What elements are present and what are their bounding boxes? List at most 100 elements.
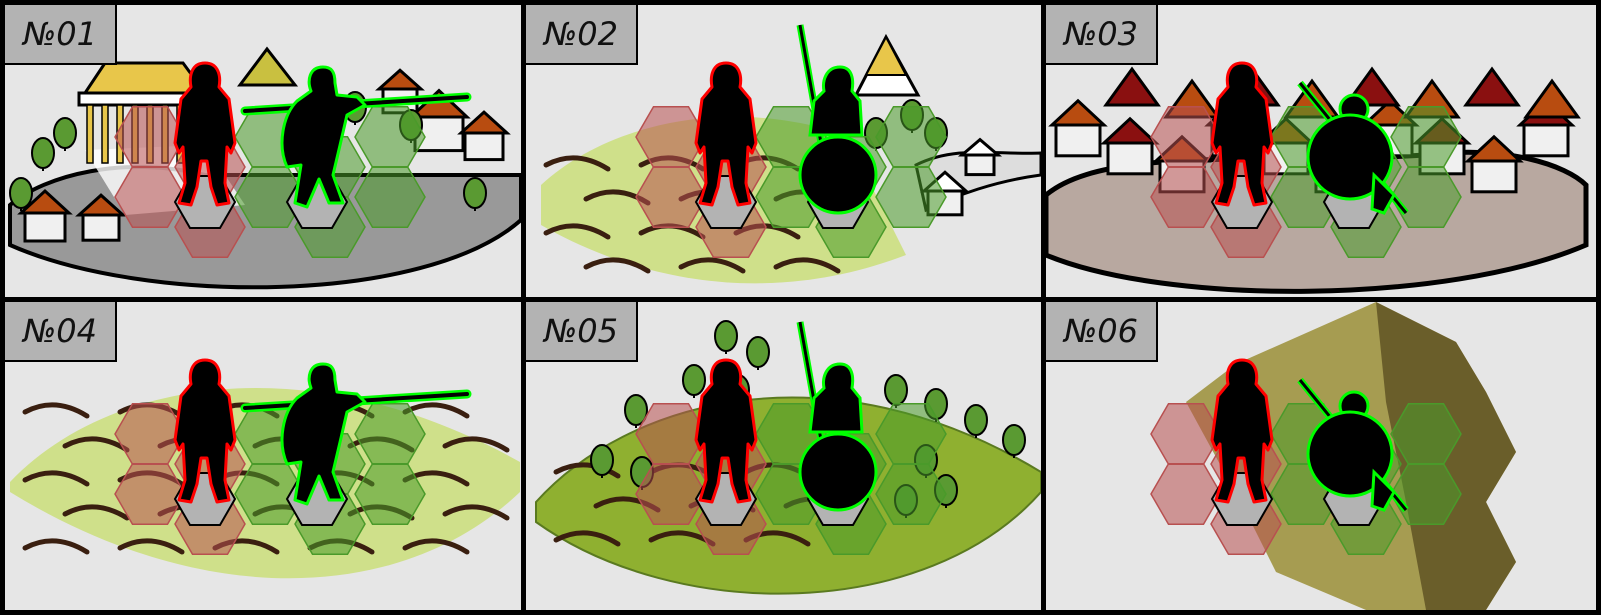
tower-roof: [237, 46, 299, 87]
house-wall: [1106, 141, 1154, 176]
red-hex-tile[interactable]: [1150, 165, 1222, 229]
panel-4[interactable]: №04: [5, 302, 521, 610]
tree-icon: [463, 177, 487, 209]
tree-icon: [964, 404, 988, 436]
green-hex-tile[interactable]: [354, 165, 426, 229]
red-soldier-silhouette: [173, 61, 237, 207]
temple-column: [101, 104, 109, 164]
scene-fields-village: [541, 24, 1041, 284]
furrow: [553, 530, 621, 547]
house-roof: [1048, 98, 1108, 127]
panel-label: №05: [526, 302, 638, 362]
furrow: [22, 470, 90, 487]
house-wall: [23, 211, 67, 243]
defender-unit[interactable]: [1297, 80, 1409, 216]
round-shield: [798, 135, 878, 215]
attacker-unit[interactable]: [173, 61, 237, 207]
attacker-unit[interactable]: [694, 358, 758, 504]
furrow: [543, 223, 611, 240]
house-wall: [463, 131, 505, 162]
furrow: [543, 155, 611, 172]
tree-icon: [590, 444, 614, 476]
furrow: [678, 257, 746, 274]
spearman-silhouette: [280, 362, 367, 506]
tree-icon: [53, 117, 77, 149]
house-wall: [964, 153, 996, 177]
spearman-silhouette: [280, 65, 367, 209]
city-roof: [1463, 66, 1521, 107]
tree-icon: [714, 320, 738, 352]
panel-6[interactable]: №06: [1046, 302, 1596, 610]
house-roof: [75, 193, 127, 217]
city-roof: [1523, 78, 1581, 119]
furrow: [442, 504, 510, 521]
tree-icon: [1002, 424, 1026, 456]
defender-unit[interactable]: [240, 362, 472, 506]
furrow: [442, 436, 510, 453]
temple-column: [86, 104, 94, 164]
panel-label: №03: [1046, 5, 1158, 65]
red-hex-tile[interactable]: [635, 165, 707, 229]
round-shield: [798, 432, 878, 512]
tree-icon: [9, 177, 33, 209]
attacker-unit[interactable]: [173, 358, 237, 504]
furrow: [583, 257, 651, 274]
green-hex-tile[interactable]: [875, 462, 947, 526]
panel-5[interactable]: №05: [526, 302, 1041, 610]
attacker-unit[interactable]: [1210, 61, 1274, 207]
house-roof: [957, 137, 1003, 157]
city-roof: [1103, 66, 1161, 107]
panel-2[interactable]: №02: [526, 5, 1041, 297]
scene-town: [8, 46, 521, 290]
red-soldier-silhouette: [1210, 61, 1274, 207]
red-hex-tile[interactable]: [635, 462, 707, 526]
scene-forest: [535, 320, 1041, 595]
scene-fields: [10, 358, 520, 579]
hoplite-body: [808, 65, 864, 137]
defender-unit[interactable]: [240, 65, 472, 209]
tree-icon: [682, 364, 706, 396]
tree-icon: [31, 137, 55, 169]
red-hex-tile[interactable]: [114, 462, 186, 526]
scene-city: [1046, 61, 1589, 294]
temple-roof: [82, 61, 208, 95]
furrow: [62, 436, 130, 453]
tree-icon: [624, 394, 648, 426]
house-roof: [1464, 134, 1524, 163]
legs: [1370, 171, 1396, 215]
furrow: [553, 462, 621, 479]
round-shield: [1306, 410, 1394, 498]
panel-1[interactable]: №01: [5, 5, 521, 297]
furrow: [117, 538, 185, 555]
panel-label: №04: [5, 302, 117, 362]
furrow: [22, 538, 90, 555]
red-soldier-silhouette: [694, 61, 758, 207]
attacker-unit[interactable]: [694, 61, 758, 207]
round-shield: [1306, 113, 1394, 201]
tree-icon: [746, 336, 770, 368]
house-roof: [457, 110, 511, 135]
panel-label: №06: [1046, 302, 1158, 362]
green-hex-tile[interactable]: [354, 462, 426, 526]
house-roof: [1100, 116, 1160, 145]
house-roof: [17, 188, 73, 215]
defender-unit[interactable]: [1297, 377, 1409, 513]
defender-unit[interactable]: [796, 24, 878, 215]
tree-icon: [884, 374, 908, 406]
house-wall: [1054, 123, 1102, 158]
red-soldier-silhouette: [694, 358, 758, 504]
defender-unit[interactable]: [796, 321, 878, 512]
attacker-unit[interactable]: [1210, 358, 1274, 504]
furrow: [22, 402, 90, 419]
pyramid-top: [864, 34, 908, 76]
panel-label: №01: [5, 5, 117, 65]
house-wall: [1522, 123, 1570, 158]
furrow: [773, 257, 841, 274]
green-hex-tile[interactable]: [875, 165, 947, 229]
red-hex-tile[interactable]: [1150, 462, 1222, 526]
scene-hills: [1150, 302, 1516, 610]
furrow: [62, 504, 130, 521]
panel-3[interactable]: №03: [1046, 5, 1596, 297]
red-hex-tile[interactable]: [114, 165, 186, 229]
